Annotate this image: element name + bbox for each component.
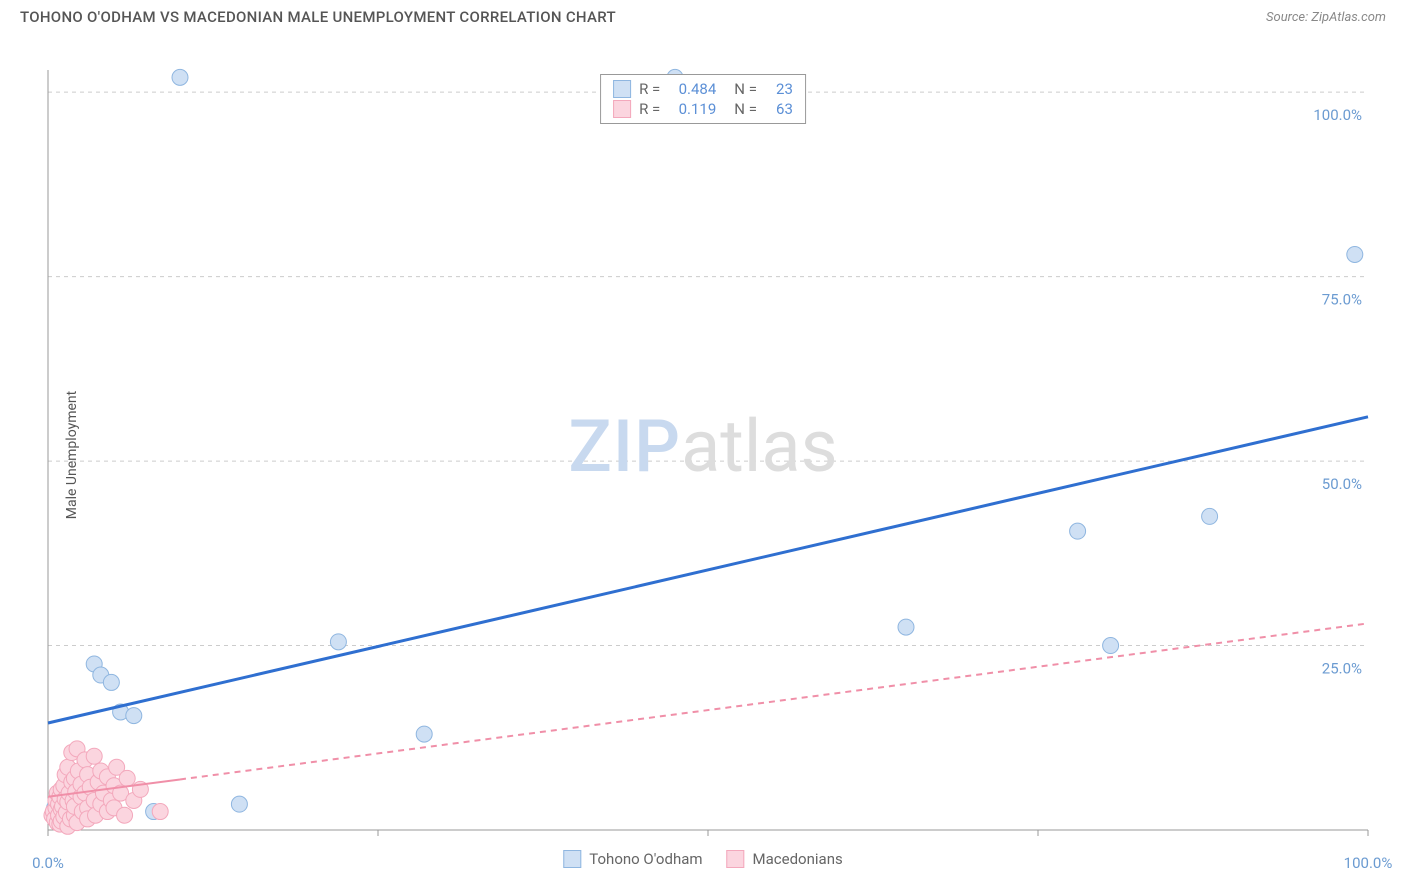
data-point — [1202, 508, 1218, 524]
svg-text:50.0%: 50.0% — [1322, 475, 1362, 493]
legend-swatch — [613, 80, 631, 98]
svg-text:0.0%: 0.0% — [32, 854, 64, 872]
svg-text:100.0%: 100.0% — [1313, 106, 1362, 124]
legend-r-value: 0.119 — [668, 100, 716, 118]
data-point — [1103, 638, 1119, 654]
data-point — [103, 674, 119, 690]
legend-label: Tohono O'odham — [589, 850, 702, 868]
legend-r-label: R = — [639, 80, 660, 98]
regression-line — [180, 623, 1368, 779]
legend-n-label: N = — [734, 100, 757, 118]
series-legend: Tohono O'odham Macedonians — [563, 850, 842, 868]
svg-text:100.0%: 100.0% — [1344, 854, 1393, 872]
legend-n-value: 23 — [765, 80, 793, 98]
legend-swatch — [613, 100, 631, 118]
title-bar: TOHONO O'ODHAM VS MACEDONIAN MALE UNEMPL… — [0, 0, 1406, 30]
legend-label: Macedonians — [753, 850, 843, 868]
data-point — [86, 748, 102, 764]
data-point — [330, 634, 346, 650]
data-point — [152, 804, 168, 820]
data-point — [898, 619, 914, 635]
data-point — [172, 69, 188, 85]
data-point — [231, 796, 247, 812]
chart-title: TOHONO O'ODHAM VS MACEDONIAN MALE UNEMPL… — [20, 8, 616, 26]
data-point — [1347, 246, 1363, 262]
legend-n-value: 63 — [765, 100, 793, 118]
chart-container: Male Unemployment ZIPatlas 25.0%50.0%75.… — [0, 30, 1406, 880]
data-point — [126, 708, 142, 724]
legend-swatch — [727, 850, 745, 868]
svg-text:75.0%: 75.0% — [1322, 291, 1362, 309]
data-point — [416, 726, 432, 742]
regression-line — [48, 417, 1368, 723]
legend-swatch — [563, 850, 581, 868]
y-axis-label: Male Unemployment — [64, 391, 80, 519]
stats-legend: R = 0.484 N = 23 R = 0.119 N = 63 — [600, 74, 806, 124]
data-point — [117, 807, 133, 823]
source-label: Source: ZipAtlas.com — [1266, 10, 1386, 25]
legend-r-value: 0.484 — [668, 80, 716, 98]
data-point — [119, 770, 135, 786]
stats-legend-row: R = 0.119 N = 63 — [613, 99, 793, 119]
data-point — [1070, 523, 1086, 539]
svg-text:25.0%: 25.0% — [1322, 660, 1362, 678]
legend-r-label: R = — [639, 100, 660, 118]
stats-legend-row: R = 0.484 N = 23 — [613, 79, 793, 99]
scatter-chart: 25.0% 50.0% 75.0% 100.0% 0.0% 100.0% — [0, 30, 1406, 880]
legend-item: Tohono O'odham — [563, 850, 702, 868]
legend-item: Macedonians — [727, 850, 843, 868]
legend-n-label: N = — [734, 80, 757, 98]
